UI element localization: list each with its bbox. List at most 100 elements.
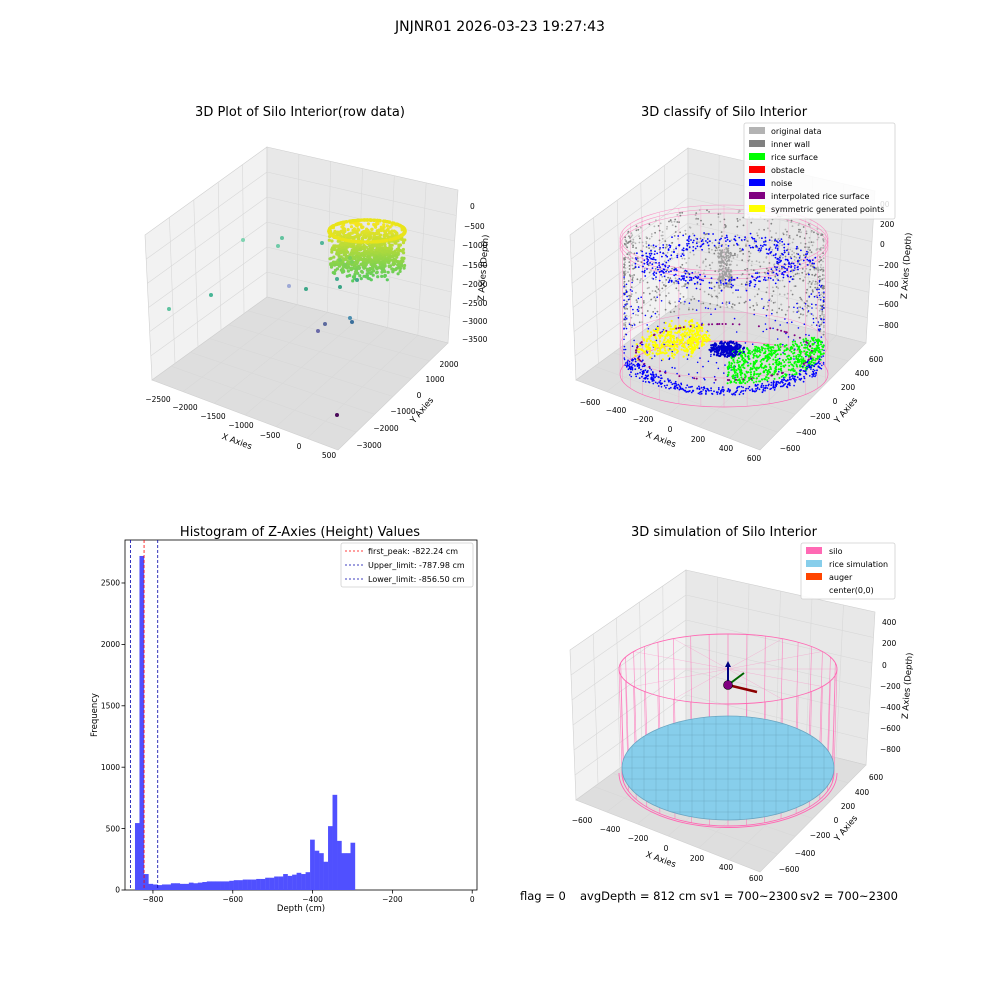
- classify-point: [819, 316, 821, 319]
- classify-point: [727, 373, 730, 376]
- classify-point: [775, 365, 778, 368]
- classify-point: [799, 228, 801, 231]
- classify-point: [723, 251, 726, 254]
- classify-point: [798, 354, 801, 356]
- raw-surface-point: [348, 256, 352, 260]
- classify-point: [690, 298, 693, 301]
- classify-point: [679, 301, 682, 304]
- classify-point: [697, 218, 699, 220]
- classify-point: [751, 350, 754, 353]
- classify-point: [747, 351, 750, 354]
- classify-point: [808, 225, 811, 227]
- classify-z-tick: −800: [878, 321, 899, 330]
- classify-point: [802, 358, 805, 361]
- classify-point: [733, 364, 736, 367]
- raw-surface-point: [351, 245, 355, 249]
- classify-point: [686, 243, 688, 245]
- classify-point: [766, 279, 769, 281]
- raw-surface-point: [344, 248, 348, 252]
- classify-point: [629, 296, 631, 299]
- classify-point: [811, 289, 814, 291]
- classify-point: [679, 386, 682, 389]
- classify-point: [818, 360, 820, 363]
- raw-surface-point: [358, 218, 362, 222]
- raw-surface-point: [403, 227, 407, 232]
- classify-point: [771, 239, 773, 242]
- classify-point: [672, 337, 676, 340]
- classify-point: [762, 330, 764, 333]
- raw-surface-point: [386, 270, 390, 274]
- classify-point: [708, 287, 711, 289]
- classify-point: [813, 295, 816, 298]
- classify-point: [725, 347, 728, 350]
- classify-point: [779, 385, 782, 388]
- classify-point: [710, 223, 712, 226]
- classify-point: [671, 224, 674, 227]
- classify-point: [806, 253, 809, 255]
- classify-point: [799, 306, 802, 309]
- classify-point: [713, 375, 716, 378]
- classify-point: [630, 375, 633, 378]
- classify-point: [629, 374, 631, 376]
- classify-point: [713, 353, 716, 356]
- classify-point: [728, 259, 731, 262]
- classify-point: [703, 269, 706, 272]
- classify-point: [725, 273, 728, 276]
- classify-point: [799, 341, 802, 344]
- raw-surface-point: [388, 231, 392, 235]
- classify-point: [758, 261, 761, 264]
- raw-surface-point: [356, 256, 360, 260]
- classify-point: [624, 261, 626, 264]
- classify-point: [785, 359, 787, 361]
- classify-point: [756, 234, 759, 237]
- classify-point: [768, 248, 771, 250]
- classify-point: [811, 244, 814, 247]
- classify-point: [822, 240, 825, 243]
- classify-point: [746, 270, 749, 272]
- classify-point: [808, 296, 810, 298]
- classify-point: [667, 354, 670, 357]
- classify-point: [797, 309, 800, 312]
- classify-point: [676, 214, 679, 216]
- classify-point: [667, 266, 669, 269]
- classify-point: [755, 350, 758, 353]
- classify-point: [734, 351, 737, 354]
- classify-point: [682, 254, 685, 257]
- classify-point: [670, 352, 674, 355]
- classify-point: [649, 304, 652, 307]
- classify-point: [773, 377, 776, 380]
- classify-point: [780, 369, 783, 372]
- classify-point: [726, 344, 730, 347]
- classify-point: [665, 386, 667, 389]
- classify-point: [682, 355, 685, 358]
- classify-point: [726, 238, 729, 241]
- classify-point: [655, 291, 658, 294]
- histogram-x-tick-label: −400: [302, 895, 323, 904]
- classify-point: [703, 232, 705, 234]
- histogram-y-tick-label: 1000: [101, 763, 120, 772]
- classify-point: [766, 252, 768, 255]
- classify-point: [650, 235, 653, 238]
- classify-point: [798, 351, 801, 353]
- classify-point: [708, 211, 710, 213]
- classify-point: [802, 357, 805, 360]
- classify-point: [763, 387, 765, 389]
- classify-point: [728, 278, 731, 281]
- classify-point: [673, 268, 676, 271]
- classify-point: [648, 292, 651, 295]
- classify-point: [631, 345, 634, 348]
- classify-point: [815, 340, 818, 343]
- classify-point: [728, 280, 730, 282]
- classify-point: [732, 358, 735, 361]
- classify-point: [674, 367, 676, 369]
- classify-point: [810, 283, 813, 285]
- classify-point: [663, 380, 666, 383]
- classify-point: [800, 377, 803, 380]
- classify-point: [812, 361, 815, 364]
- classify-point: [649, 254, 652, 257]
- classify-point: [716, 323, 719, 326]
- histogram-bar: [247, 879, 252, 890]
- classify-point: [747, 357, 750, 360]
- raw-surface-point: [330, 250, 334, 254]
- classify-point: [788, 261, 790, 264]
